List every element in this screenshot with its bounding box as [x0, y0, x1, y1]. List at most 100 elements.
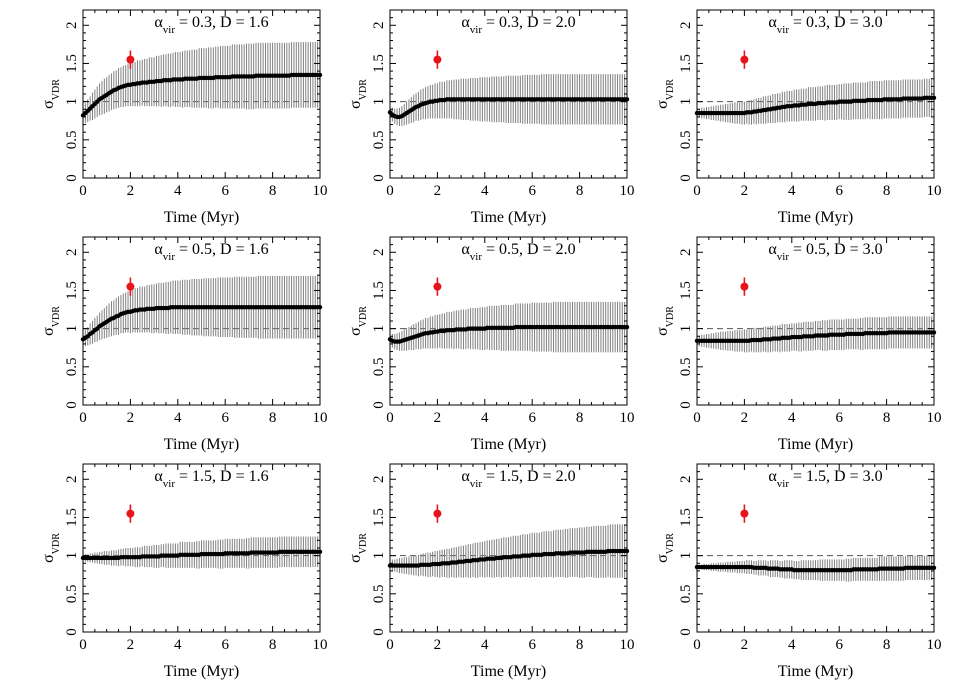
error-bars [82, 42, 321, 125]
y-tick-label: 0.5 [371, 130, 387, 149]
y-axis-label: σVDR [347, 79, 369, 109]
chart-panel-5: 0 2 4 6 8 10 0 0.5 1 1.5 2 αvir = 0.5, D = 2.0 Time … [347, 236, 635, 453]
x-axis-label: Time (Myr) [471, 436, 546, 453]
y-tick-label: 0 [371, 628, 387, 636]
x-tick-label: 2 [741, 183, 749, 199]
x-tick-label: 10 [927, 637, 942, 653]
panel-title: αvir = 1.5, D = 1.6 [154, 468, 268, 490]
chart-panel-1: 0 2 4 6 8 10 0 0.5 1 1.5 2 αvir = 0.3, D = 1.6 Time … [40, 9, 328, 226]
x-tick-label: 2 [741, 410, 749, 426]
x-tick-label: 10 [620, 410, 635, 426]
y-axis-label: σVDR [654, 533, 676, 563]
y-tick-label: 2 [371, 22, 387, 30]
y-axis-label: σVDR [654, 79, 676, 109]
x-tick-label: 4 [788, 410, 796, 426]
y-tick-label: 0.5 [64, 130, 80, 149]
y-tick-label: 1 [678, 325, 694, 333]
y-tick-label: 0.5 [678, 584, 694, 603]
panel-title: αvir = 0.3, D = 2.0 [461, 14, 575, 36]
x-tick-label: 6 [528, 183, 536, 199]
y-tick-label: 0.5 [678, 357, 694, 376]
plot-frame [696, 463, 935, 633]
data-points [387, 324, 630, 344]
y-tick-label: 1.5 [64, 281, 80, 300]
x-tick-label: 6 [528, 410, 536, 426]
x-tick-label: 0 [79, 183, 87, 199]
y-tick-label: 0 [64, 628, 80, 636]
x-tick-label: 6 [835, 637, 843, 653]
x-tick-label: 2 [434, 637, 442, 653]
observed-point [740, 55, 749, 64]
y-tick-label: 0 [371, 401, 387, 409]
x-tick-label: 2 [127, 637, 135, 653]
x-tick-label: 4 [788, 183, 796, 199]
x-tick-label: 6 [221, 637, 229, 653]
panel-title: αvir = 0.3, D = 3.0 [768, 14, 882, 36]
x-axis-label: Time (Myr) [164, 436, 239, 453]
x-tick-label: 4 [481, 637, 489, 653]
x-tick-label: 8 [883, 637, 891, 653]
x-tick-label: 8 [269, 183, 277, 199]
y-axis-label: σVDR [40, 306, 62, 336]
x-axis-label: Time (Myr) [471, 663, 546, 680]
observed-point [126, 55, 135, 64]
y-tick-label: 2 [678, 22, 694, 30]
x-tick-label: 0 [693, 637, 701, 653]
x-axis-label: Time (Myr) [778, 209, 853, 226]
y-tick-label: 1 [678, 552, 694, 560]
x-tick-label: 8 [269, 637, 277, 653]
y-tick-label: 2 [64, 249, 80, 256]
y-tick-label: 1 [371, 325, 387, 333]
y-tick-label: 1 [371, 98, 387, 106]
x-tick-label: 4 [174, 637, 182, 653]
y-tick-label: 2 [64, 476, 80, 484]
x-axis-label: Time (Myr) [164, 209, 239, 226]
y-axis-label: σVDR [347, 533, 369, 563]
x-tick-label: 10 [313, 183, 328, 199]
observed-point [433, 282, 442, 291]
data-points [694, 330, 937, 344]
y-tick-label: 0.5 [371, 584, 387, 603]
y-tick-label: 1 [371, 552, 387, 560]
data-points [694, 564, 937, 573]
y-axis-label: σVDR [347, 306, 369, 336]
chart-panel-6: 0 2 4 6 8 10 0 0.5 1 1.5 2 αvir = 0.5, D = 3.0 Time … [654, 236, 942, 453]
x-tick-label: 0 [79, 410, 87, 426]
y-tick-label: 0.5 [64, 584, 80, 603]
x-axis-label: Time (Myr) [778, 436, 853, 453]
y-axis-label: σVDR [40, 533, 62, 563]
y-tick-label: 0 [64, 401, 80, 409]
x-tick-label: 8 [576, 410, 584, 426]
x-tick-label: 4 [174, 183, 182, 199]
x-tick-label: 10 [313, 410, 328, 426]
y-tick-label: 0.5 [678, 130, 694, 149]
x-tick-label: 6 [835, 410, 843, 426]
x-axis-label: Time (Myr) [471, 209, 546, 226]
panel-title: αvir = 0.5, D = 1.6 [154, 241, 268, 263]
y-tick-label: 1.5 [678, 508, 694, 527]
y-axis-label: σVDR [654, 306, 676, 336]
observed-point [126, 282, 135, 291]
y-tick-label: 0.5 [371, 357, 387, 376]
data-points [80, 72, 323, 118]
x-tick-label: 10 [927, 410, 942, 426]
x-tick-label: 0 [693, 183, 701, 199]
y-tick-label: 1 [64, 325, 80, 333]
observed-point [433, 55, 442, 64]
x-tick-label: 4 [174, 410, 182, 426]
y-tick-label: 2 [371, 249, 387, 256]
x-tick-label: 10 [313, 637, 328, 653]
x-tick-label: 10 [620, 637, 635, 653]
y-tick-label: 1.5 [371, 54, 387, 73]
x-tick-label: 4 [481, 410, 489, 426]
x-tick-label: 2 [127, 183, 135, 199]
x-tick-label: 0 [386, 183, 394, 199]
x-tick-label: 4 [788, 637, 796, 653]
y-axis-label: σVDR [40, 79, 62, 109]
chart-panel-4: 0 2 4 6 8 10 0 0.5 1 1.5 2 αvir = 0.5, D = 1.6 Time … [40, 236, 328, 453]
x-tick-label: 8 [883, 183, 891, 199]
y-tick-label: 1 [64, 552, 80, 560]
data-points [387, 97, 630, 120]
observed-point [740, 282, 749, 291]
